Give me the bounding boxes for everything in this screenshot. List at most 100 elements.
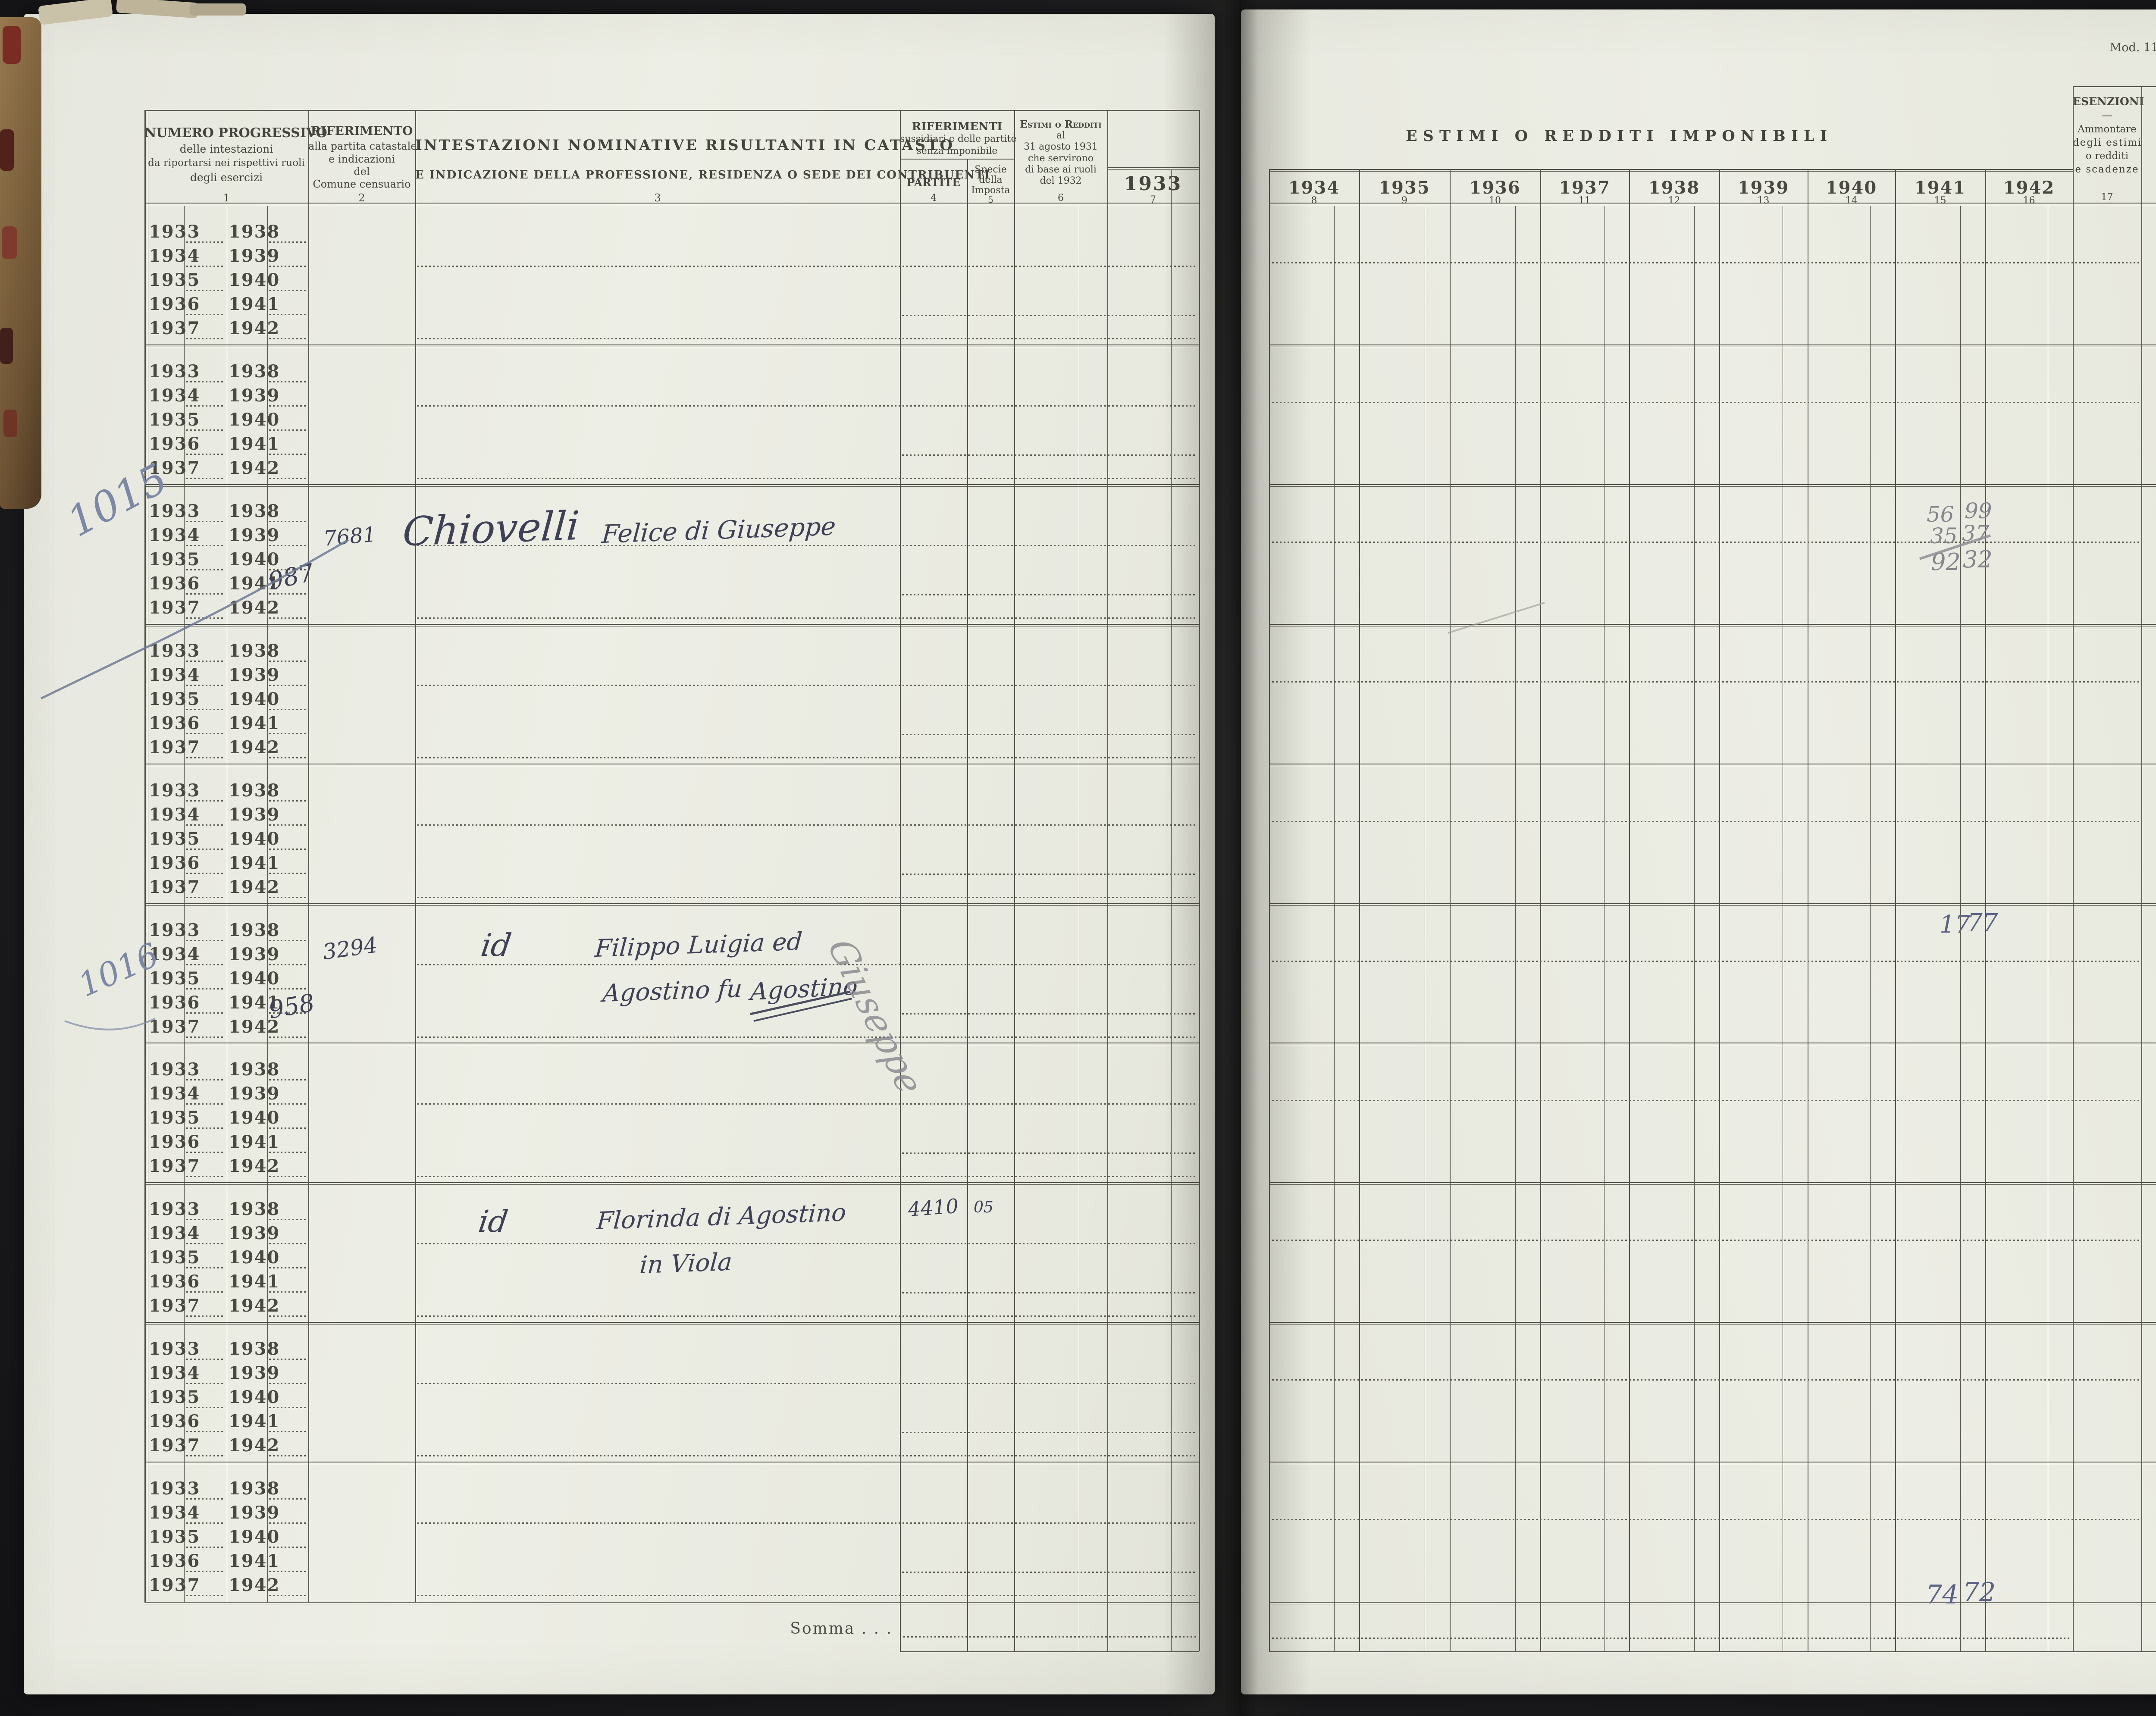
year-column-line bbox=[1895, 169, 1896, 1651]
dotted-rule bbox=[269, 241, 306, 243]
year-column-header: 1936 bbox=[1469, 178, 1521, 198]
dotted-rule bbox=[186, 1498, 224, 1500]
dotted-rule bbox=[1272, 1519, 2139, 1521]
dotted-rule bbox=[186, 1595, 224, 1597]
dotted-rule bbox=[269, 1595, 306, 1597]
dotted-rule bbox=[417, 1383, 1195, 1384]
amount-1941-total-cents: 32 bbox=[1963, 546, 1993, 573]
dotted-rule bbox=[417, 1455, 1195, 1457]
dotted-rule bbox=[1272, 820, 2139, 822]
year-column-number: 9 bbox=[1401, 195, 1407, 206]
table-rule-vertical bbox=[1107, 110, 1108, 1651]
year-column-number: 8 bbox=[1311, 195, 1317, 206]
binding-fragment bbox=[0, 328, 13, 364]
esenzioni-cap-rule bbox=[2073, 86, 2156, 87]
somma-dotted-rule bbox=[903, 1636, 1197, 1638]
block-separator bbox=[144, 1043, 1199, 1046]
form-model-label: Mod. 111 – Imposte Dirette (Intercalare)… bbox=[2109, 41, 2156, 54]
block-separator bbox=[144, 763, 1199, 766]
dotted-rule bbox=[186, 660, 224, 662]
binding-fragment bbox=[0, 129, 14, 171]
left-table-left-edge bbox=[144, 110, 146, 1603]
dotted-rule bbox=[1272, 262, 2139, 263]
amount-1941-sum-cents: 72 bbox=[1963, 1577, 1996, 1607]
dotted-rule bbox=[417, 338, 1195, 339]
col2-header-line: e indicazioni bbox=[329, 153, 395, 165]
dotted-rule bbox=[186, 1359, 224, 1360]
esenzioni-header-line: o redditi bbox=[2085, 150, 2129, 162]
dotted-rule bbox=[186, 429, 224, 431]
dotted-rule bbox=[269, 1383, 306, 1384]
year-column-line bbox=[1719, 169, 1720, 1651]
dotted-rule bbox=[902, 733, 1195, 735]
section-separator bbox=[1269, 344, 2156, 347]
dotted-rule bbox=[269, 684, 306, 686]
dotted-rule bbox=[417, 1036, 1195, 1038]
col3-number: 3 bbox=[654, 192, 661, 204]
dotted-rule bbox=[417, 545, 1195, 546]
somma-label: Somma . . . bbox=[790, 1620, 893, 1638]
dotted-rule bbox=[269, 896, 306, 898]
section-separator bbox=[1269, 1043, 2156, 1046]
dotted-rule bbox=[902, 1572, 1195, 1573]
col5-header-line: Imposta bbox=[971, 185, 1010, 196]
dotted-rule bbox=[417, 1522, 1195, 1524]
dotted-rule bbox=[902, 454, 1195, 456]
dotted-rule bbox=[269, 800, 306, 802]
dotted-rule bbox=[1272, 1100, 2139, 1102]
esenzioni-header-line: degli estimi bbox=[2073, 137, 2142, 148]
dotted-rule bbox=[269, 405, 306, 407]
year-column-line bbox=[1985, 169, 1986, 1651]
right-header-top-rule bbox=[1269, 169, 2073, 172]
dotted-rule bbox=[1272, 541, 2139, 543]
dotted-rule bbox=[186, 1315, 224, 1317]
dotted-rule bbox=[186, 545, 224, 546]
dotted-rule bbox=[269, 1315, 306, 1317]
year-column-number: 11 bbox=[1579, 195, 1591, 206]
col7-number: 7 bbox=[1150, 194, 1156, 205]
dotted-rule bbox=[417, 824, 1195, 826]
year-column-header: 1940 bbox=[1825, 178, 1877, 198]
dotted-rule bbox=[269, 757, 306, 758]
dotted-rule bbox=[417, 405, 1195, 407]
stray-pencil-mark bbox=[1448, 602, 1545, 634]
dotted-rule bbox=[186, 1291, 224, 1293]
col2-header-line: Comune censuario bbox=[313, 178, 411, 190]
col6-header-line: 31 agosto 1931 bbox=[1024, 141, 1098, 152]
dotted-rule bbox=[186, 1547, 224, 1548]
dotted-rule bbox=[269, 338, 306, 339]
dotted-rule bbox=[269, 569, 306, 570]
dotted-rule bbox=[1272, 1240, 2139, 1241]
col1-subdivider bbox=[267, 206, 268, 1603]
dotted-rule bbox=[269, 520, 306, 522]
dotted-rule bbox=[186, 872, 224, 874]
dotted-rule bbox=[269, 1455, 306, 1457]
dotted-rule bbox=[186, 1152, 224, 1153]
section-separator bbox=[1269, 484, 2156, 487]
dotted-rule bbox=[186, 1431, 224, 1433]
dotted-rule bbox=[186, 1103, 224, 1105]
year-column-number: 15 bbox=[1934, 195, 1946, 206]
col4-header: PARTITE bbox=[906, 176, 961, 189]
dotted-rule bbox=[269, 290, 306, 291]
dotted-rule bbox=[186, 1079, 224, 1081]
dotted-rule bbox=[186, 708, 224, 710]
col3-header-line1: INTESTAZIONI NOMINATIVE RISULTANTI IN CA… bbox=[415, 137, 955, 154]
dotted-rule bbox=[417, 1595, 1195, 1597]
dotted-rule bbox=[902, 594, 1195, 595]
dotted-rule bbox=[186, 241, 224, 243]
dotted-rule bbox=[417, 757, 1195, 758]
col1-number: 1 bbox=[223, 192, 230, 204]
partite-cents-value: 05 bbox=[974, 1199, 993, 1216]
dotted-rule bbox=[186, 1012, 224, 1014]
annotazioni-left-edge bbox=[2141, 86, 2142, 1651]
dotted-rule bbox=[186, 1571, 224, 1572]
dotted-rule bbox=[269, 453, 306, 455]
dotted-rule bbox=[186, 1127, 224, 1129]
dotted-rule bbox=[269, 1431, 306, 1433]
dotted-rule bbox=[186, 1522, 224, 1524]
table-rule-vertical bbox=[415, 110, 416, 1603]
col1-header-line: degli esercizi bbox=[190, 171, 263, 184]
dotted-rule bbox=[269, 824, 306, 826]
left-ledger-page bbox=[24, 14, 1215, 1694]
